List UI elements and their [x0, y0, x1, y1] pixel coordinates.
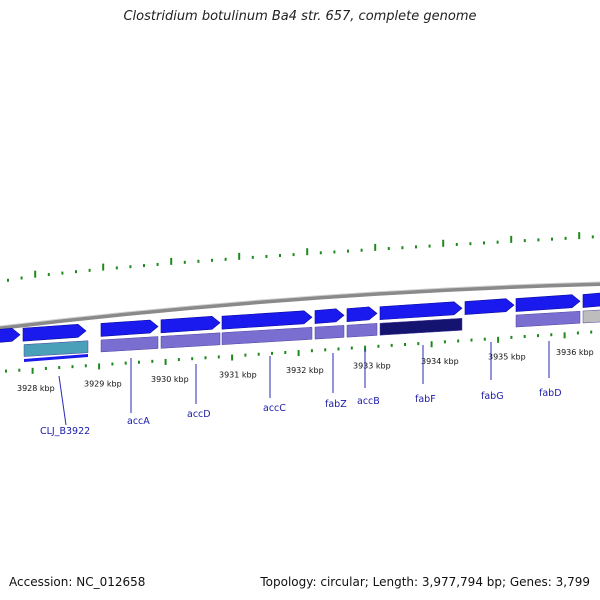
scale-label: 3931 kbp: [219, 370, 257, 379]
cds-arrow: [515, 294, 581, 312]
feature-band: [23, 340, 89, 357]
backbone-highlight: [0, 281, 600, 327]
scale-label: 3928 kbp: [17, 384, 55, 393]
cds-arrow: [314, 308, 345, 324]
gene-label: fabF: [415, 394, 436, 405]
genome-summary-text: Topology: circular; Length: 3,977,794 bp…: [260, 575, 590, 589]
feature-band: [221, 327, 313, 345]
feature-band: [24, 354, 88, 362]
gene-label: CLJ_B3922: [40, 426, 90, 437]
feature-band: [582, 309, 600, 324]
scale-label: 3934 kbp: [421, 357, 459, 366]
cds-arrow: [379, 301, 463, 321]
scale-labels: 3928 kbp 3929 kbp 3930 kbp 3931 kbp 3932 kbp…: [17, 348, 594, 393]
gene-labels: CLJ_B3922 accA accD accC fabZ accB fabF fabG fab…: [40, 388, 562, 437]
backbone-line: [0, 282, 600, 330]
cds-arrow: [22, 324, 87, 342]
feature-band: [346, 323, 378, 338]
scale-label: 3930 kbp: [151, 375, 189, 384]
outer-tick-track: [7, 232, 594, 282]
gene-leader-lines: [58, 341, 550, 426]
scale-label: 3932 kbp: [286, 366, 324, 375]
gene-label: fabG: [481, 391, 504, 402]
cds-arrow: [582, 292, 600, 308]
cds-arrow: [160, 315, 221, 334]
scale-label: 3935 kbp: [488, 352, 526, 361]
cds-arrow: [0, 327, 21, 343]
scale-label: 3933 kbp: [353, 361, 391, 370]
scale-label: 3936 kbp: [556, 348, 594, 357]
gene-label: accD: [187, 409, 211, 420]
cds-arrow: [221, 310, 313, 330]
feature-band: [100, 336, 159, 353]
feature-band: [314, 325, 345, 340]
gene-label: accC: [263, 403, 286, 414]
accession-text: Accession: NC_012658: [9, 575, 146, 589]
inner-tick-track: [5, 330, 593, 374]
cds-arrow: [100, 319, 159, 337]
gene-label: accA: [127, 416, 150, 427]
gene-label: fabD: [539, 388, 562, 399]
map-title: Clostridium botulinum Ba4 str. 657, comp…: [123, 9, 477, 24]
gene-label: fabZ: [325, 399, 347, 410]
feature-track: [23, 309, 600, 362]
gene-label: accB: [357, 396, 380, 407]
feature-band: [379, 318, 463, 336]
genome-backbone: [0, 281, 600, 330]
cds-arrow: [346, 306, 378, 323]
gene-leader: [58, 375, 67, 426]
cds-track: [0, 292, 600, 343]
feature-band: [515, 310, 581, 328]
scale-label: 3929 kbp: [84, 379, 122, 388]
feature-band: [160, 332, 221, 349]
cds-arrow: [464, 298, 515, 315]
